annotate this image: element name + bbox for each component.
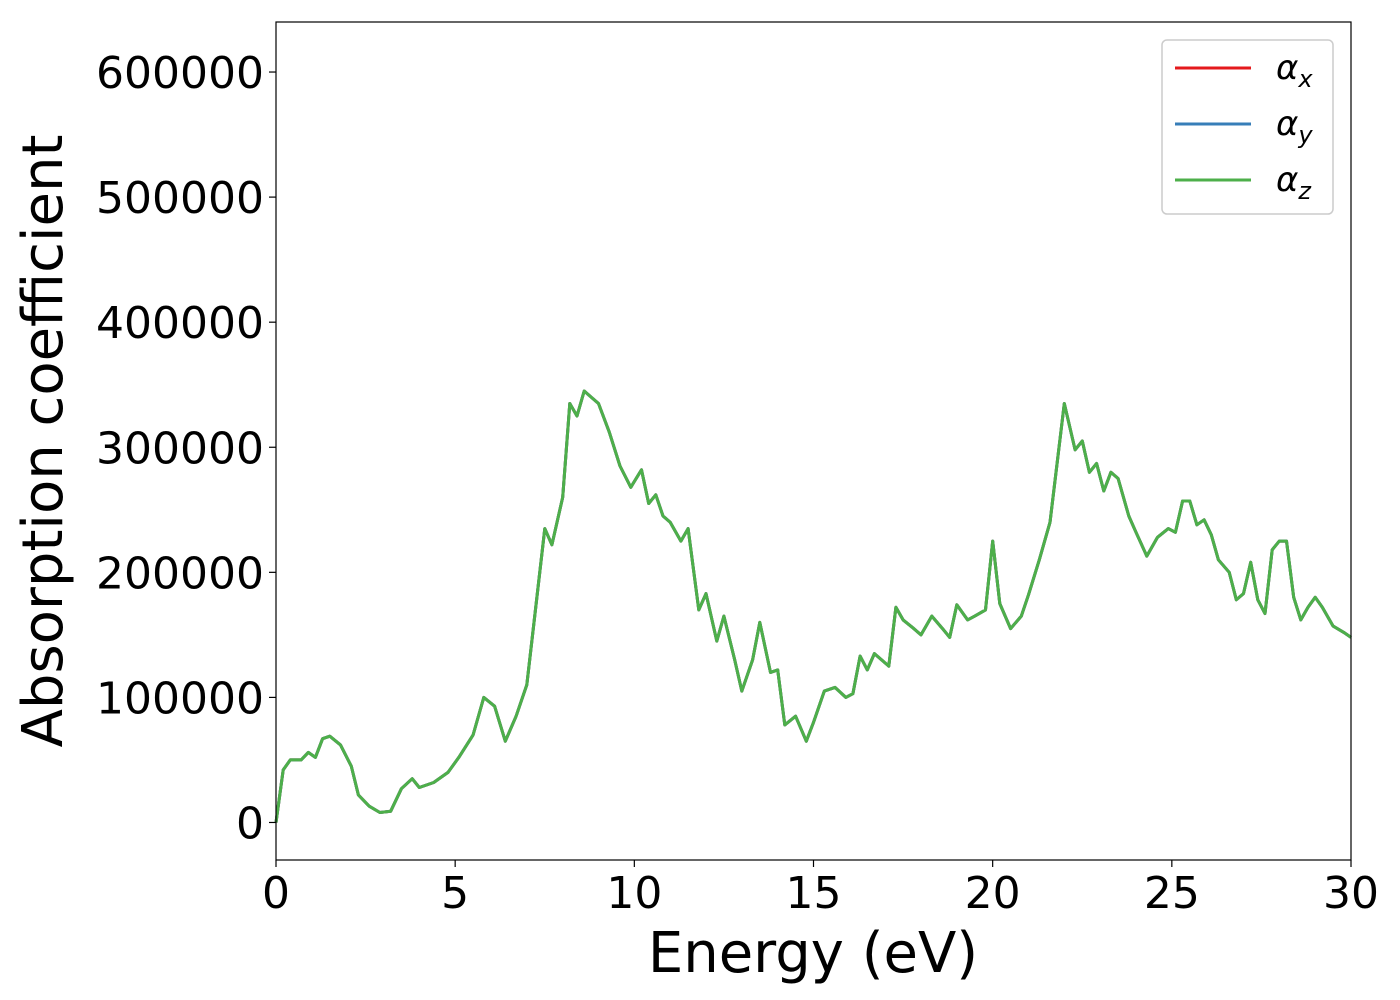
legend-label-x: αx: [1276, 48, 1313, 93]
x-tick-label: 10: [606, 868, 662, 919]
series-layer: [274, 389, 1352, 823]
x-tick-label: 0: [262, 868, 290, 919]
legend-box: [1161, 39, 1334, 215]
y-tick-label: 200000: [96, 548, 264, 599]
series-line-z: [274, 389, 1352, 823]
series-line-y: [274, 389, 1352, 823]
y-tick-label: 600000: [96, 48, 264, 99]
x-axis-ticks: 0 5 10 15 20 25 30: [262, 860, 1379, 919]
x-tick-label: 15: [786, 868, 842, 919]
x-tick-label: 30: [1323, 868, 1379, 919]
y-tick-label: 300000: [96, 423, 264, 474]
series-line-x: [274, 389, 1352, 823]
y-axis-title: Absorption coefficient: [11, 135, 76, 748]
y-axis-ticks: 0 100000 200000 300000 400000 500000 600000: [96, 48, 276, 849]
legend-label-y: αy: [1276, 104, 1313, 149]
x-tick-label: 25: [1144, 868, 1200, 919]
x-tick-label: 5: [441, 868, 469, 919]
y-tick-label: 0: [236, 798, 264, 849]
y-tick-label: 500000: [96, 173, 264, 224]
x-axis-title: Energy (eV): [648, 921, 978, 986]
x-tick-label: 20: [965, 868, 1021, 919]
legend-items: αx αy αz: [1175, 48, 1313, 205]
legend: αx αy αz: [1161, 39, 1334, 215]
y-tick-label: 400000: [96, 298, 264, 349]
legend-label-z: αz: [1276, 160, 1312, 205]
y-tick-label: 100000: [96, 673, 264, 724]
